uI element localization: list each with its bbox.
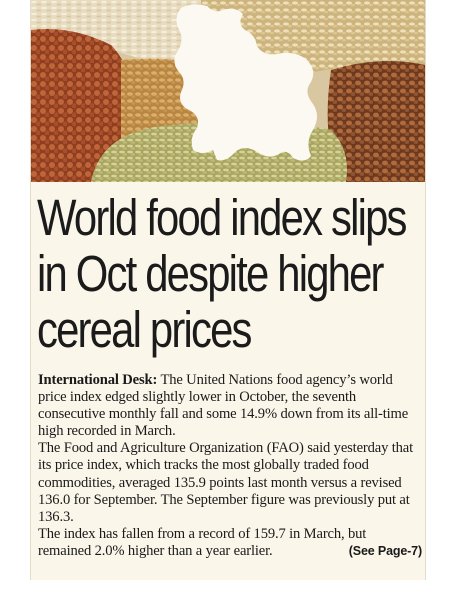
- paragraph: International Desk: The United Nations f…: [38, 372, 422, 440]
- grain-piles-map-photo: [31, 0, 425, 182]
- news-clipping: World food index slips in Oct despite hi…: [30, 0, 426, 580]
- paragraph: The Food and Agriculture Organization (F…: [38, 440, 414, 525]
- headline-line: World food index slips: [37, 189, 407, 246]
- paragraph-text: The United Nations food agency’s world p…: [38, 372, 409, 440]
- article-body: International Desk: The United Nations f…: [38, 372, 422, 560]
- continuation-note: (See Page-7): [348, 543, 422, 558]
- byline: International Desk:: [38, 372, 158, 388]
- paragraph: The index has fallen from a record of 15…: [38, 526, 422, 560]
- headline-line: in Oct despite higher: [37, 245, 384, 302]
- paragraph-text: The index has fallen from a record of 15…: [38, 525, 367, 559]
- headline-line: cereal prices: [37, 301, 252, 358]
- headline: World food index slips in Oct despite hi…: [37, 189, 407, 358]
